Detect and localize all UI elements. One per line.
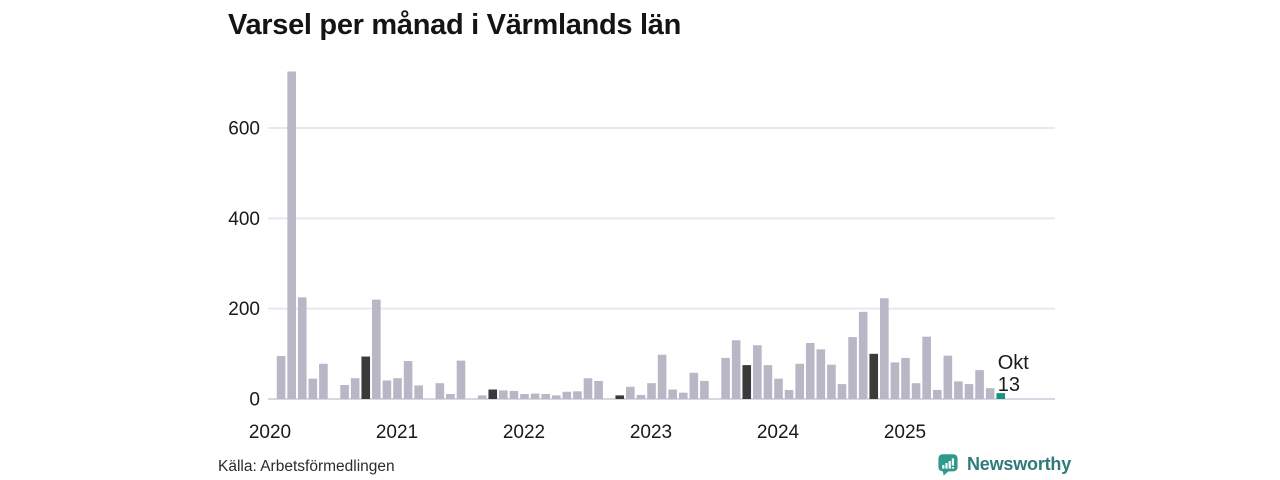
bar-2021-12 (509, 390, 519, 399)
bar-2022-11 (626, 386, 635, 399)
bar-2021-10 (488, 389, 498, 399)
bar-2024-03 (795, 363, 804, 399)
bar-2023-03 (668, 389, 677, 399)
bar-2024-12 (890, 362, 900, 399)
bar-2022-07 (583, 378, 593, 399)
x-tick-label-2024: 2024 (757, 422, 800, 443)
bar-2023-02 (657, 354, 667, 399)
highlight-label-value: 13 (998, 374, 1020, 396)
bar-2023-12 (763, 365, 773, 399)
bar-2024-08 (848, 337, 857, 399)
newsworthy-logo[interactable]: Newsworthy (936, 452, 1071, 476)
bar-2021-09 (477, 395, 487, 399)
x-tick-label-2023: 2023 (630, 422, 672, 443)
newsworthy-bubble-chart-icon (938, 454, 958, 476)
bar-2021-06 (446, 394, 455, 399)
bar-2025-05 (943, 355, 953, 399)
y-tick-label-400: 400 (228, 209, 260, 230)
bar-2024-04 (805, 342, 815, 399)
source-attribution: Källa: Arbetsförmedlingen (218, 458, 395, 475)
bar-2025-02 (911, 383, 921, 399)
bar-2023-05 (689, 372, 699, 399)
bar-2023-01 (647, 383, 656, 399)
bar-2020-08 (340, 384, 349, 399)
x-tick-label-2021: 2021 (376, 422, 418, 443)
y-tick-label-0: 0 (249, 390, 260, 411)
bar-2022-01 (520, 394, 529, 399)
y-tick-label-200: 200 (228, 299, 260, 320)
bar-2022-12 (636, 394, 646, 399)
bar-2022-06 (573, 391, 582, 399)
bar-2020-02 (276, 356, 286, 399)
bar-2020-09 (350, 378, 360, 399)
chart-title: Varsel per månad i Värmlands län (228, 9, 681, 41)
bar-2021-01 (393, 378, 402, 399)
bar-2025-06 (954, 381, 963, 399)
bar-2025-03 (922, 336, 931, 399)
bar-2021-02 (403, 361, 413, 399)
highlight-label-month: Okt (998, 352, 1030, 374)
bar-2025-08 (975, 370, 984, 399)
bar-2025-10 (996, 393, 1006, 399)
bar-2023-09 (731, 340, 741, 399)
x-tick-label-2025: 2025 (884, 422, 926, 443)
bar-2020-11 (372, 299, 381, 399)
bar-2022-02 (530, 393, 540, 399)
y-tick-label-600: 600 (228, 119, 260, 140)
bar-2020-03 (287, 71, 296, 400)
x-tick-label-2022: 2022 (503, 422, 545, 443)
bar-2022-08 (594, 380, 603, 399)
bar-2025-09 (985, 388, 995, 399)
bar-2024-07 (837, 384, 847, 399)
bar-2020-04 (297, 297, 307, 399)
bar-2021-07 (456, 360, 466, 399)
bar-2022-03 (541, 394, 550, 399)
bar-2020-06 (319, 363, 328, 399)
bar-2024-05 (816, 349, 826, 399)
bar-2020-12 (382, 380, 392, 399)
bar-2023-11 (753, 345, 762, 399)
bar-2022-05 (562, 391, 572, 399)
bar-2023-04 (678, 392, 688, 399)
bar-2022-04 (551, 395, 561, 399)
bar-2021-03 (414, 385, 423, 399)
bar-2023-06 (700, 380, 709, 399)
bar-2021-05 (435, 383, 445, 399)
bar-2023-10 (742, 365, 752, 399)
bar-2024-02 (784, 389, 794, 399)
bar-2023-08 (721, 357, 730, 399)
bar-2025-07 (964, 384, 974, 399)
bar-2024-10 (869, 353, 879, 399)
bar-2024-11 (880, 298, 889, 399)
x-tick-label-2020: 2020 (249, 422, 291, 443)
bar-2025-01 (901, 357, 910, 399)
bar-2022-10 (615, 395, 625, 399)
bar-2024-01 (774, 378, 783, 399)
bar-2020-05 (308, 378, 318, 399)
bar-2025-04 (932, 389, 942, 399)
bar-2024-06 (827, 364, 836, 399)
brand-name: Newsworthy (967, 453, 1072, 474)
bar-2020-10 (361, 356, 371, 399)
bar-2024-09 (858, 311, 868, 399)
bar-2021-11 (499, 390, 508, 399)
